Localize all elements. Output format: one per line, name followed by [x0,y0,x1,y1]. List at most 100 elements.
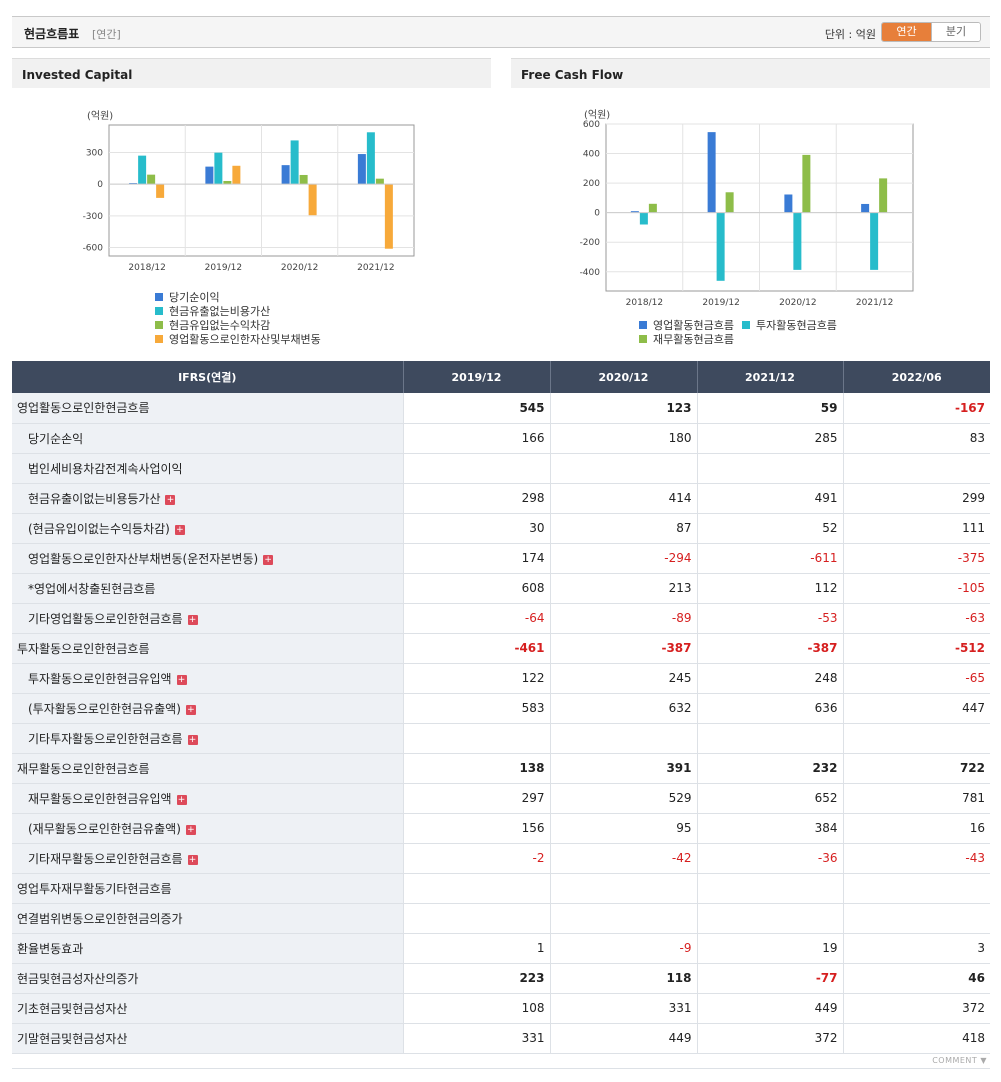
value-cell [402,902,550,934]
table-row: 기타투자활동으로인한현금흐름 + [12,723,990,754]
legend-item[interactable]: 현금유출없는비용가산 [155,304,270,318]
legend-item[interactable]: 영업활동으로인한자산및부채변동 [155,332,321,346]
row-label: 당기순손익 [12,423,403,454]
value-cell: 19 [696,932,843,964]
expand-plus-icon[interactable]: + [187,734,198,745]
bar [802,154,811,213]
value-cell: 491 [696,483,843,514]
legend-label: 현금유입없는수익차감 [169,319,271,332]
tab-quarter[interactable]: 분기 [931,23,980,41]
bar [290,140,299,185]
legend-item[interactable]: 재무활동현금흐름 [639,332,734,346]
value-cell [696,902,843,934]
value-cell: 285 [696,423,843,454]
bar [223,180,232,185]
value-cell [842,723,990,754]
table-row: 현금및현금성자산의증가 223 118 -77 46 [12,962,990,994]
expand-plus-icon[interactable]: + [187,854,198,865]
value-cell: -9 [549,932,697,964]
expand-plus-icon[interactable]: + [176,794,187,805]
tab-annual[interactable]: 연간 [882,23,931,41]
table-row: 재무활동으로인한현금유입액 +297 529 652 781 [12,783,990,814]
legend-item[interactable]: 투자활동현금흐름 [741,318,837,332]
legend-row: 영업활동현금흐름 투자활동현금흐름 [639,318,899,332]
row-label-text: 기초현금및현금성자산 [17,1001,128,1016]
x-tick-label: 2019/12 [702,298,739,308]
expand-plus-icon[interactable]: + [176,674,187,685]
value-cell: 248 [696,663,843,694]
expand-plus-icon[interactable]: + [174,524,185,535]
row-label-text: 투자활동으로인한현금유입액 [28,671,172,686]
bar [870,212,879,270]
y-tick-label: -400 [580,268,601,278]
value-cell: 213 [549,573,697,604]
bar [375,178,384,185]
value-cell [402,872,550,904]
row-label: 재무활동으로인한현금유입액 + [12,783,403,814]
comment-toggle[interactable]: COMMENT ▼ [932,1056,987,1065]
period-subtitle: [연간] [92,28,121,41]
value-cell: -64 [402,603,550,634]
row-label: 영업활동으로인한현금흐름 [12,393,403,424]
value-cell: 16 [842,813,990,844]
row-label-text: *영업에서창출된현금흐름 [28,581,156,596]
value-cell: 722 [842,752,990,784]
table-row: 기타재무활동으로인한현금흐름 + -2 -42 -36 -43 [12,843,990,874]
expand-plus-icon[interactable]: + [185,704,196,715]
value-cell: -63 [842,603,990,634]
y-tick-label: -200 [580,238,601,248]
value-cell: -53 [696,603,843,634]
value-cell: -461 [402,632,550,664]
bar [147,174,156,185]
bar [793,212,802,270]
row-label: 기타영업활동으로인한현금흐름 + [12,603,403,634]
value-cell: 87 [549,513,697,544]
row-label: 기말현금및현금성자산 [12,1022,403,1054]
expand-plus-icon[interactable]: + [263,554,274,565]
value-cell: 529 [549,783,697,814]
table-row: 환율변동효과 1 -9 19 3 [12,932,990,964]
value-cell: -89 [549,603,697,634]
legend-row: 재무활동현금흐름 [639,332,899,346]
legend-item[interactable]: 현금유입없는수익차감 [155,318,270,332]
value-cell: 112 [696,573,843,604]
row-label-text: 기타영업활동으로인한현금흐름 [28,611,183,626]
row-label-text: 영업투자재무활동기타현금흐름 [17,881,172,896]
legend-label: 현금유출없는비용가산 [169,305,271,318]
y-tick-label: 0 [97,180,103,190]
table-row: 투자활동으로인한현금흐름 -461 -387 -387 -512 [12,632,990,664]
header-cell: 2020/12 [549,361,697,393]
row-label: 기타투자활동으로인한현금흐름 + [12,723,403,754]
value-cell [549,872,697,904]
bar [648,203,657,213]
chart-title: Free Cash Flow [511,58,990,88]
legend-item[interactable]: 당기순이익 [155,290,220,304]
table-row: 영업활동으로인한자산부채변동(운전자본변동) +174 -294 -611 -375 [12,543,990,574]
invested-capital-chart: (억원) 300 0 -300 -600 2018/12 2019/12 2020/12 202… [83,110,415,273]
header-cell: 2022/06 [842,361,990,393]
row-label-text: 기타재무활동으로인한현금흐름 [28,851,183,866]
expand-plus-icon[interactable]: + [185,824,196,835]
value-cell: -77 [696,962,843,994]
value-cell: 372 [842,992,990,1024]
value-cell: 180 [549,423,697,454]
value-cell: -2 [402,843,550,874]
table-row: 기말현금및현금성자산 331 449 372 418 [12,1022,990,1054]
value-cell: -375 [842,543,990,574]
x-tick-label: 2021/12 [357,263,394,273]
value-cell [842,902,990,934]
value-cell: -387 [696,632,843,664]
value-cell: -512 [842,632,990,664]
y-tick-label: -300 [83,212,104,222]
bar [879,178,888,213]
expand-plus-icon[interactable]: + [187,614,198,625]
bar [366,132,375,185]
legend-item[interactable]: 영업활동현금흐름 [639,318,734,332]
legend-swatch [639,335,647,343]
row-label-text: 투자활동으로인한현금흐름 [17,641,150,656]
value-cell: 297 [402,783,550,814]
legend-label: 투자활동현금흐름 [755,319,837,332]
value-cell: 111 [842,513,990,544]
expand-plus-icon[interactable]: + [165,494,176,505]
row-label-text: 당기순손익 [28,431,84,446]
